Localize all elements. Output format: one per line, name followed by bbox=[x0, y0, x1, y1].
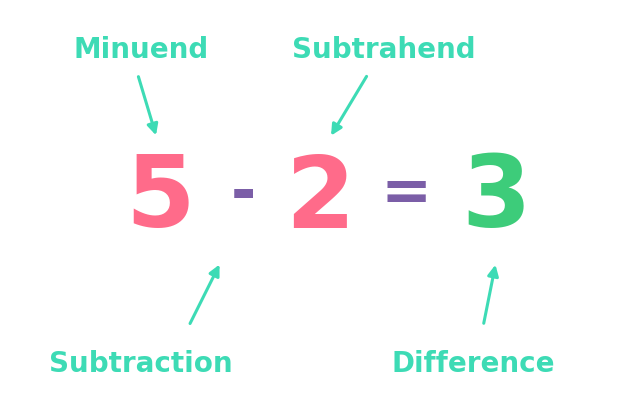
Text: Difference: Difference bbox=[392, 350, 556, 378]
Text: Minuend: Minuend bbox=[73, 36, 209, 64]
Text: Subtrahend: Subtrahend bbox=[292, 36, 476, 64]
Text: 5: 5 bbox=[125, 152, 195, 248]
Text: 2: 2 bbox=[285, 152, 355, 248]
Text: Subtraction: Subtraction bbox=[49, 350, 232, 378]
Text: -: - bbox=[230, 164, 256, 224]
Text: =: = bbox=[381, 164, 432, 224]
Text: 3: 3 bbox=[461, 152, 531, 248]
